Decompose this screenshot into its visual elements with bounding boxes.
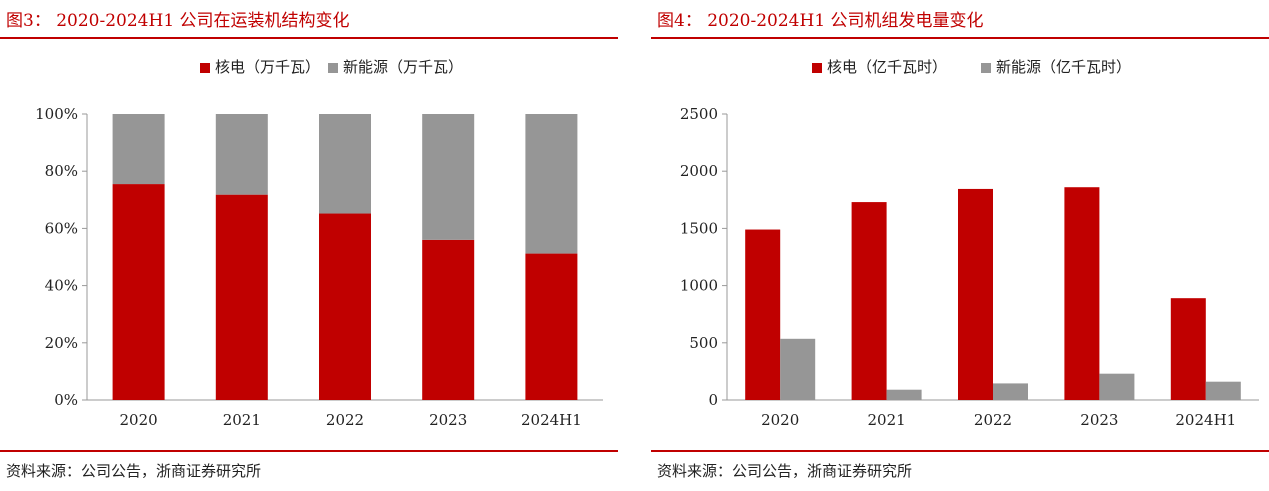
bar-renewable-2020 xyxy=(112,114,165,185)
y-tick-label: 2500 xyxy=(680,105,718,123)
x-tick-label: 2020 xyxy=(120,411,158,429)
bar-renewable-2024h1 xyxy=(525,114,578,254)
legend-swatch-nuclear xyxy=(200,63,210,73)
legend-label-renewable: 新能源（亿千瓦时） xyxy=(996,58,1131,76)
bar-nuclear-2023 xyxy=(1064,187,1100,400)
y-tick-label: 60% xyxy=(45,219,78,237)
y-tick-label: 500 xyxy=(689,334,718,352)
bar-renewable-2022 xyxy=(993,383,1028,400)
legend-swatch-nuclear xyxy=(812,63,822,73)
y-tick-label: 80% xyxy=(45,162,78,180)
figure-3-stacked-bar-chart: 核电（万千瓦） 新能源（万千瓦） 0% 20% 40% 60% 80% 100% 2020 202… xyxy=(35,58,603,429)
figure-4-bottom-rule xyxy=(651,450,1269,452)
y-tick-label: 20% xyxy=(45,334,78,352)
bar-renewable-2023 xyxy=(422,114,475,240)
figure-3-source: 资料来源：公司公告，浙商证券研究所 xyxy=(6,462,262,480)
bar-renewable-2021 xyxy=(886,389,922,400)
bar-renewable-2020 xyxy=(780,338,816,400)
x-tick-label: 2021 xyxy=(223,411,261,429)
x-tick-label: 2020 xyxy=(761,411,799,429)
figure-3-bottom-rule xyxy=(0,450,618,452)
x-tick-label: 2021 xyxy=(868,411,906,429)
x-tick-label: 2023 xyxy=(429,411,467,429)
y-tick-label: 0 xyxy=(708,391,718,409)
bar-nuclear-2024h1 xyxy=(525,253,578,400)
x-tick-label: 2022 xyxy=(326,411,364,429)
legend-swatch-renewable xyxy=(981,63,991,73)
bar-renewable-2024h1 xyxy=(1205,381,1241,400)
figure-4-source: 资料来源：公司公告，浙商证券研究所 xyxy=(657,462,913,480)
bar-nuclear-2023 xyxy=(422,239,475,400)
legend-label-nuclear: 核电（亿千瓦时） xyxy=(827,58,947,76)
y-tick-label: 2000 xyxy=(680,162,718,180)
bar-renewable-2023 xyxy=(1099,373,1135,400)
bar-nuclear-2021 xyxy=(215,194,268,400)
y-tick-label: 1000 xyxy=(680,277,718,295)
bar-nuclear-2020 xyxy=(112,184,165,400)
bar-nuclear-2022 xyxy=(319,213,371,400)
figure-3-top-rule xyxy=(0,37,618,39)
x-tick-label: 2024H1 xyxy=(1175,411,1236,429)
x-tick-label: 2022 xyxy=(974,411,1012,429)
legend-label-renewable: 新能源（万千瓦） xyxy=(343,58,463,76)
figure-4-top-rule xyxy=(651,37,1269,39)
bar-nuclear-2022 xyxy=(958,188,993,400)
legend-label-nuclear: 核电（万千瓦） xyxy=(215,58,320,76)
bar-renewable-2022 xyxy=(319,114,371,214)
bar-nuclear-2020 xyxy=(745,229,781,400)
legend-swatch-renewable xyxy=(328,63,338,73)
bar-nuclear-2024h1 xyxy=(1170,298,1206,400)
figure-4-grouped-bar-chart: 核电（亿千瓦时） 新能源（亿千瓦时） 0 500 1000 1500 2000 2500 202… xyxy=(680,58,1259,429)
bar-nuclear-2021 xyxy=(851,202,887,400)
figure-3-title: 图3： 2020-2024H1 公司在运装机结构变化 xyxy=(6,11,350,31)
figure-4-title: 图4： 2020-2024H1 公司机组发电量变化 xyxy=(657,11,984,31)
figure-3-panel: 图3： 2020-2024H1 公司在运装机结构变化 核电（万千瓦） 新能源（万千… xyxy=(0,0,618,491)
bar-renewable-2021 xyxy=(215,114,268,195)
figure-4-panel: 图4： 2020-2024H1 公司机组发电量变化 核电（亿千瓦时） 新能源（亿千… xyxy=(651,0,1269,491)
x-tick-label: 2024H1 xyxy=(521,411,582,429)
x-tick-label: 2023 xyxy=(1080,411,1118,429)
y-tick-label: 40% xyxy=(45,277,78,295)
y-tick-label: 0% xyxy=(54,391,78,409)
y-tick-label: 1500 xyxy=(680,219,718,237)
y-tick-label: 100% xyxy=(35,105,78,123)
